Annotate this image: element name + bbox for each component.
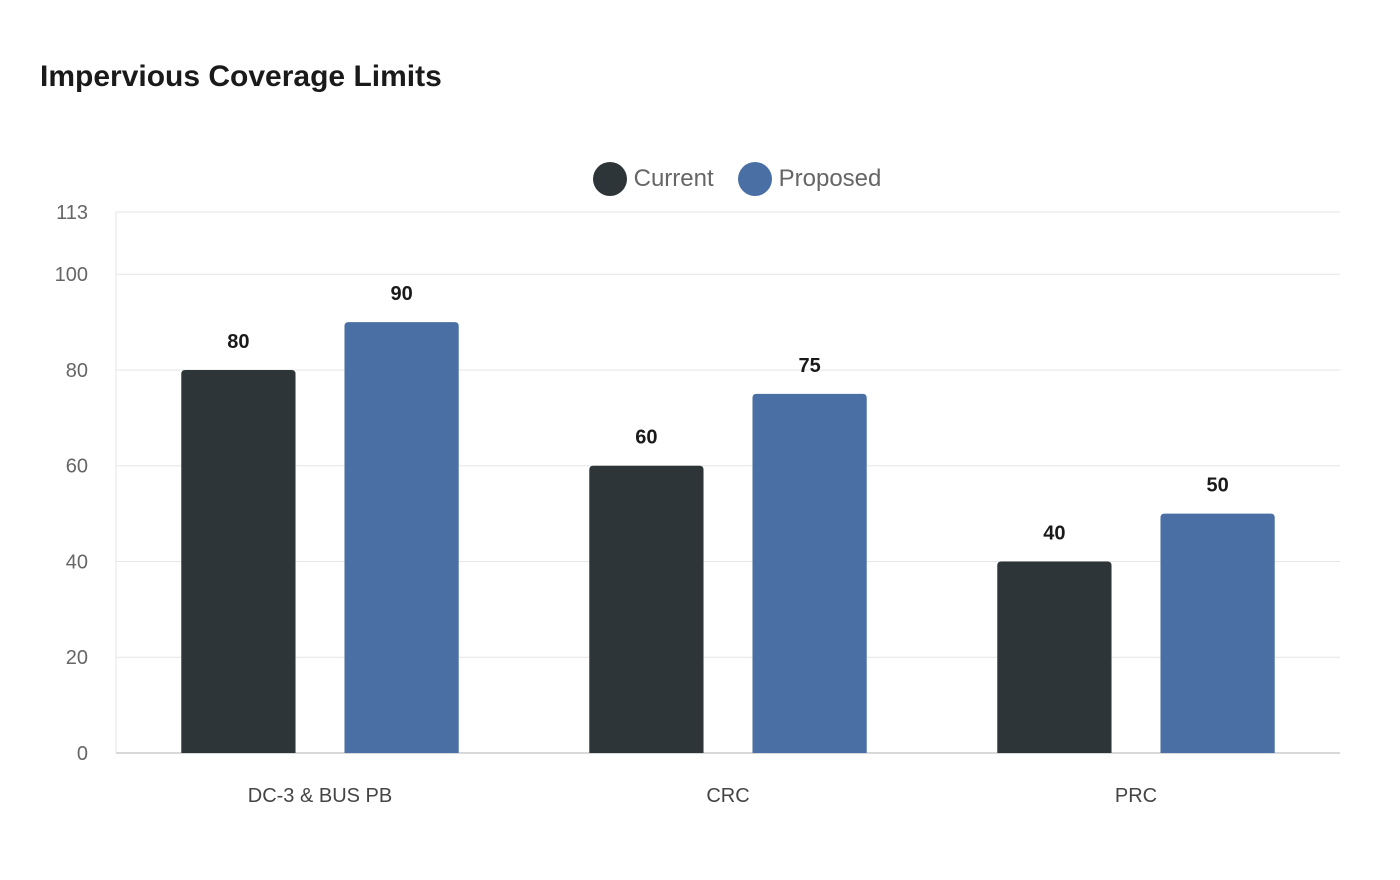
y-tick-label: 100 <box>55 264 88 286</box>
legend: Current Proposed <box>0 162 1400 196</box>
y-tick-label: 0 <box>77 743 88 765</box>
data-label: 90 <box>390 283 412 305</box>
legend-swatch-proposed <box>737 162 772 196</box>
data-label: 40 <box>1043 522 1065 544</box>
bar-current <box>181 369 296 753</box>
x-tick-label: PRC <box>1115 785 1157 807</box>
legend-label-proposed: Proposed <box>778 165 882 192</box>
data-label: 80 <box>227 331 249 353</box>
bar-current <box>997 561 1112 753</box>
legend-label-current: Current <box>633 165 714 192</box>
y-tick-label: 40 <box>66 551 88 573</box>
data-label: 50 <box>1206 475 1228 497</box>
y-tick-label: 60 <box>66 456 88 478</box>
x-tick-label: CRC <box>706 785 749 807</box>
x-tick-label: DC-3 & BUS PB <box>248 785 392 807</box>
legend-swatch-current <box>592 162 627 196</box>
bar-proposed <box>752 393 867 753</box>
legend-item-proposed[interactable]: Proposed <box>737 162 882 196</box>
chart-title: Impervious Coverage Limits <box>40 60 442 93</box>
data-label: 60 <box>635 427 657 449</box>
y-tick-label: 113 <box>56 202 88 224</box>
legend-item-current[interactable]: Current <box>592 162 714 196</box>
y-tick-label: 20 <box>66 647 88 669</box>
data-label: 75 <box>798 355 820 377</box>
bar-current <box>589 465 704 753</box>
bar-proposed <box>1160 513 1275 753</box>
y-tick-label: 80 <box>66 360 88 382</box>
bar-proposed <box>344 322 459 753</box>
